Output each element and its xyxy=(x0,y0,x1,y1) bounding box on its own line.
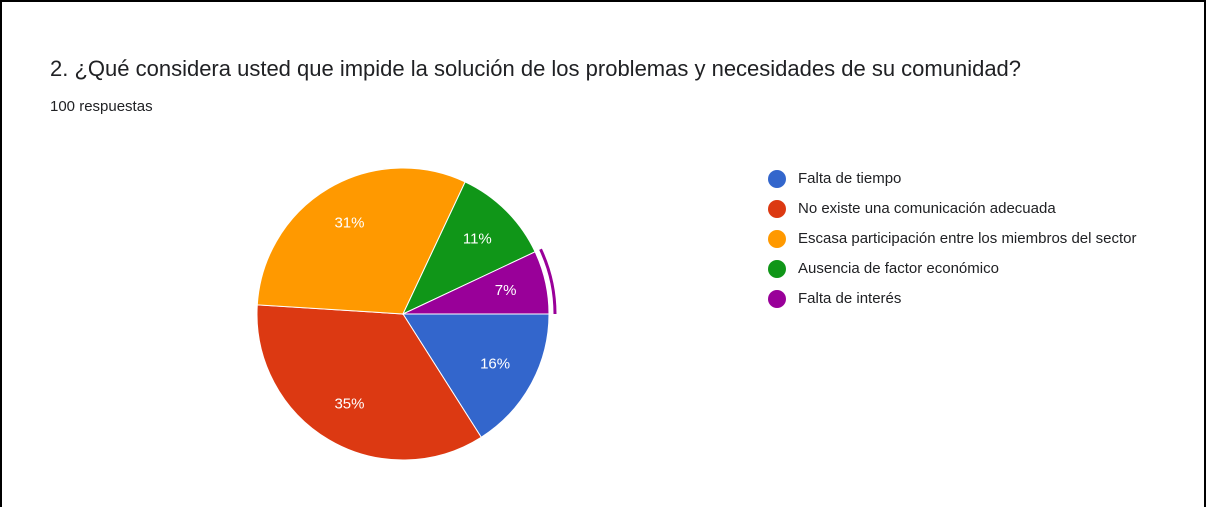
legend-label: Falta de tiempo xyxy=(798,170,902,187)
legend-item[interactable]: Escasa participación entre los miembros … xyxy=(768,228,1158,249)
legend-swatch xyxy=(768,230,786,248)
legend-swatch xyxy=(768,170,786,188)
slice-highlight xyxy=(539,248,557,315)
legend-item[interactable]: Falta de tiempo xyxy=(768,168,1158,189)
slice-label: 11% xyxy=(463,231,492,248)
legend-label: No existe una comunicación adecuada xyxy=(798,200,1056,217)
pie-slice xyxy=(402,313,550,438)
pie-slice xyxy=(256,304,482,461)
slice-label: 16% xyxy=(480,356,510,373)
legend-swatch xyxy=(768,260,786,278)
legend-label: Escasa participación entre los miembros … xyxy=(798,230,1137,247)
legend-label: Falta de interés xyxy=(798,290,902,307)
legend-item[interactable]: Falta de interés xyxy=(768,288,1158,309)
legend-item[interactable]: No existe una comunicación adecuada xyxy=(768,198,1158,219)
slice-label: 7% xyxy=(495,282,517,299)
legend: Falta de tiempo No existe una comunicació… xyxy=(768,168,1158,318)
legend-label: Ausencia de factor económico xyxy=(798,260,999,277)
chart-title: 2. ¿Qué considera usted que impide la so… xyxy=(50,56,1022,81)
slice-label: 31% xyxy=(334,214,364,231)
pie-slice xyxy=(401,181,536,316)
pie-slice xyxy=(402,251,550,315)
legend-swatch xyxy=(768,200,786,218)
pie-slice xyxy=(256,167,466,315)
legend-swatch xyxy=(768,290,786,308)
slice-label: 35% xyxy=(334,395,364,412)
legend-item[interactable]: Ausencia de factor económico xyxy=(768,258,1158,279)
response-count: 100 respuestas xyxy=(50,98,153,115)
